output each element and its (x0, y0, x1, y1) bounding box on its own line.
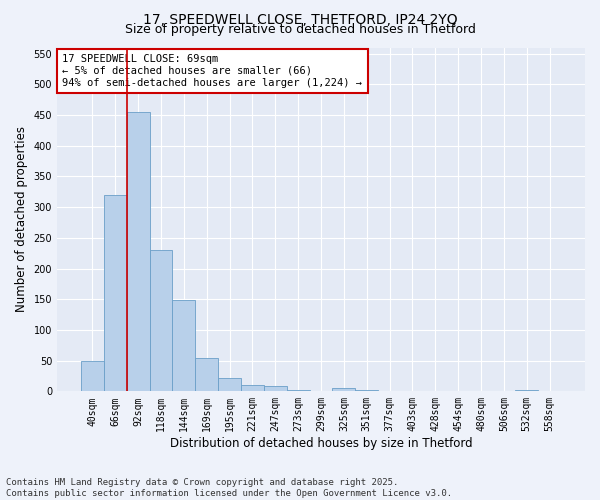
Bar (104, 195, 127, 392)
Bar (332, 388, 355, 392)
Text: Contains HM Land Registry data © Crown copyright and database right 2025.
Contai: Contains HM Land Registry data © Crown c… (6, 478, 452, 498)
Bar (172, 300, 196, 392)
Bar (355, 390, 378, 392)
Text: Size of property relative to detached houses in Thetford: Size of property relative to detached ho… (125, 22, 475, 36)
Bar (264, 386, 287, 392)
Bar (127, 112, 149, 392)
Bar (515, 390, 538, 392)
Bar (81, 360, 104, 392)
Bar (287, 390, 310, 392)
Text: 17 SPEEDWELL CLOSE: 69sqm
← 5% of detached houses are smaller (66)
94% of semi-d: 17 SPEEDWELL CLOSE: 69sqm ← 5% of detach… (62, 54, 362, 88)
Bar (149, 250, 172, 392)
Text: 17, SPEEDWELL CLOSE, THETFORD, IP24 2YQ: 17, SPEEDWELL CLOSE, THETFORD, IP24 2YQ (143, 12, 457, 26)
Bar (196, 358, 218, 392)
Bar (241, 385, 264, 392)
Bar (218, 378, 241, 392)
X-axis label: Distribution of detached houses by size in Thetford: Distribution of detached houses by size … (170, 437, 472, 450)
Y-axis label: Number of detached properties: Number of detached properties (15, 126, 28, 312)
